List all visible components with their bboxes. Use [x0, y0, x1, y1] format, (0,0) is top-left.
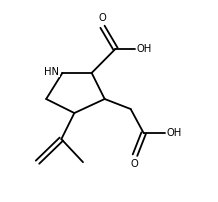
Text: O: O [131, 159, 138, 169]
Text: O: O [99, 13, 106, 23]
Text: HN: HN [44, 67, 59, 77]
Text: OH: OH [136, 44, 151, 54]
Text: OH: OH [166, 128, 182, 138]
